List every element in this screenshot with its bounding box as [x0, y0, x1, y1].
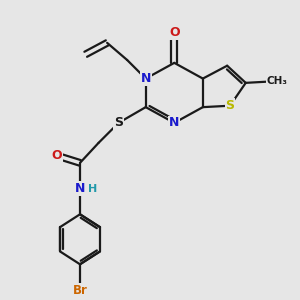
- Text: S: S: [226, 99, 235, 112]
- Text: O: O: [52, 149, 62, 162]
- Text: N: N: [169, 116, 179, 129]
- Text: CH₃: CH₃: [267, 76, 288, 86]
- Text: N: N: [75, 182, 85, 195]
- Text: O: O: [169, 26, 180, 39]
- Text: S: S: [114, 116, 123, 129]
- Text: N: N: [140, 72, 151, 85]
- Text: H: H: [88, 184, 98, 194]
- Text: Br: Br: [73, 284, 87, 296]
